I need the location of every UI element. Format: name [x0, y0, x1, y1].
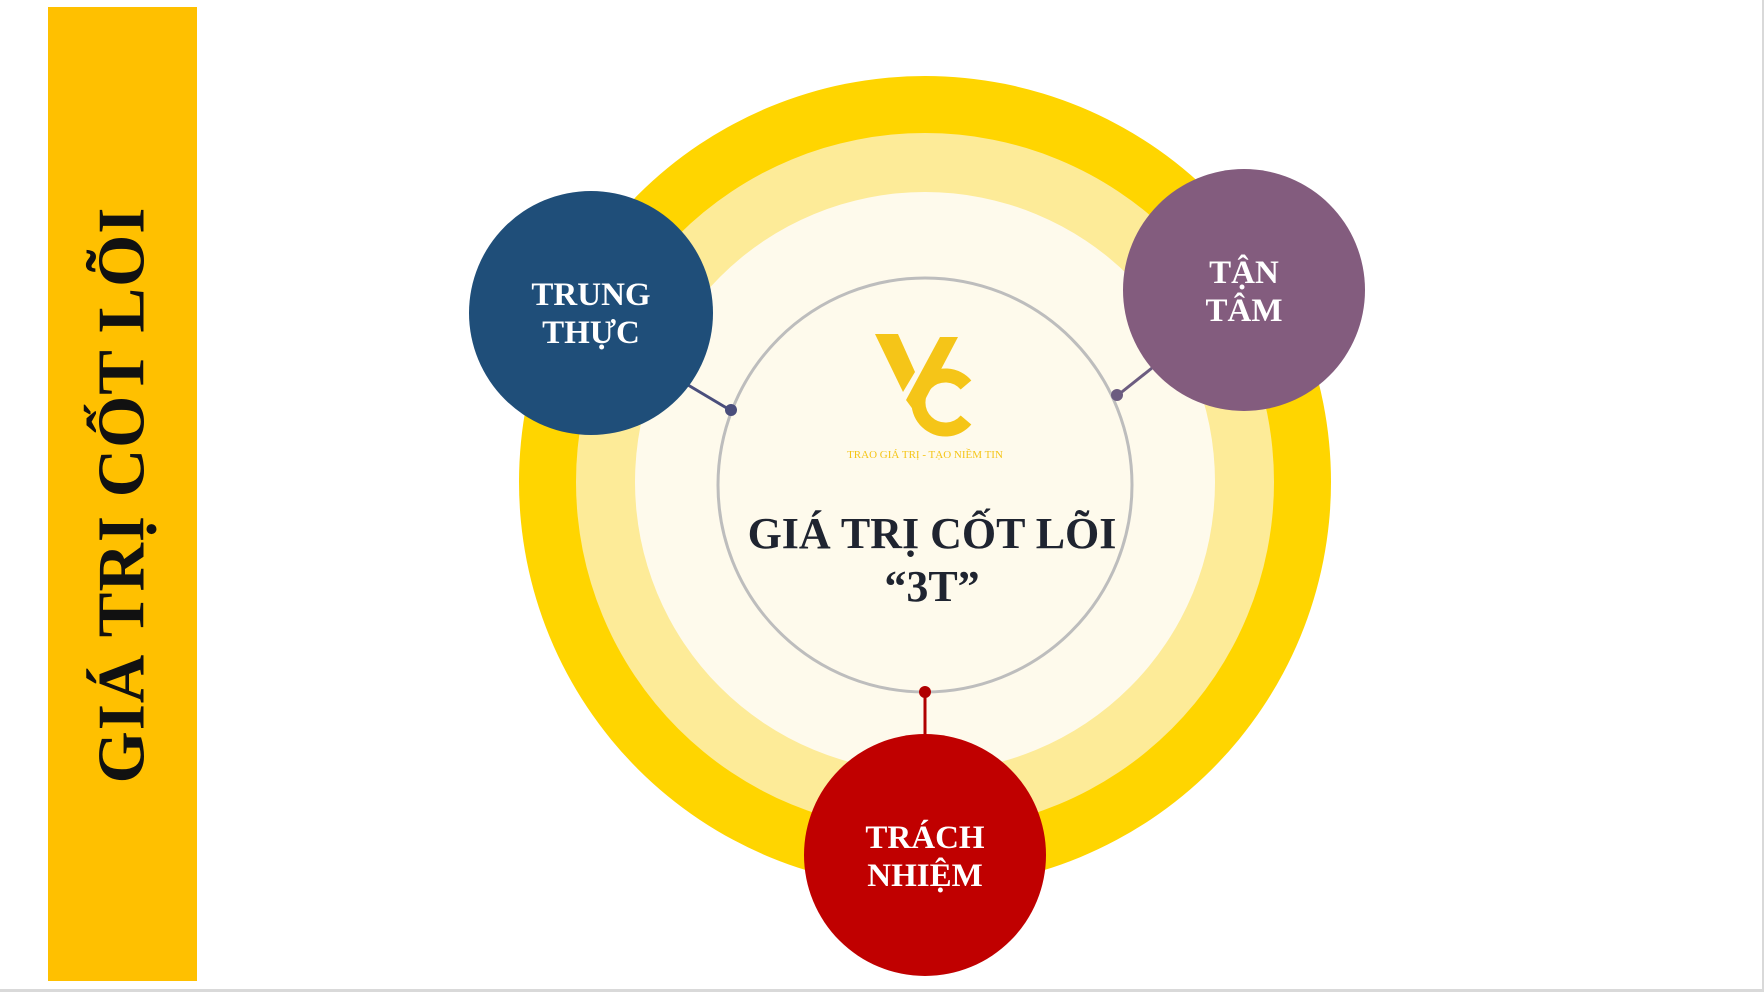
logo-tagline: TRAO GIÁ TRỊ - TẠO NIỀM TIN	[847, 448, 1003, 461]
node-tan-tam-line1: TẬN	[1209, 253, 1279, 291]
connector-tan-tam	[1117, 366, 1153, 397]
node-trach-nhiem-line1: TRÁCH	[865, 819, 985, 856]
node-trung-thuc-line2: THỰC	[542, 315, 640, 351]
connector-trung-thuc	[687, 383, 731, 412]
node-trach-nhiem-line2: NHIỆM	[867, 856, 983, 894]
connector-dot-tan-tam	[1111, 389, 1123, 401]
node-trach-nhiem	[804, 734, 1046, 976]
node-trung-thuc-line1: TRUNG	[531, 277, 650, 313]
center-title-line2: “3T”	[884, 562, 979, 611]
center-circle	[716, 276, 1134, 694]
vc-logo	[875, 334, 972, 437]
node-tan-tam-line2: TÂM	[1206, 291, 1283, 329]
node-trung-thuc	[469, 191, 713, 435]
connector-dot-trach-nhiem	[919, 686, 931, 698]
node-tan-tam	[1123, 169, 1365, 411]
center-title-line1: GIÁ TRỊ CỐT LÕI	[748, 508, 1117, 558]
side-banner	[48, 7, 197, 981]
connector-dot-trung-thuc	[725, 404, 737, 416]
